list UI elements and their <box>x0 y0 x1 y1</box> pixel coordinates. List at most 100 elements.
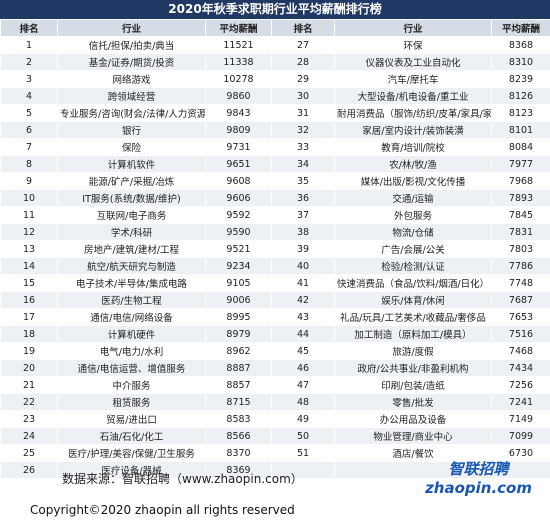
industry-cell: 学术/科研 <box>57 223 206 241</box>
table-row: 6 银行 9809 32 家居/室内设计/装饰装潢 8101 <box>0 121 550 139</box>
salary-cell: 9860 <box>205 87 272 105</box>
rank-cell: 42 <box>271 291 335 309</box>
rank-cell: 2 <box>0 53 58 71</box>
title: 2020年秋季求职期行业平均薪酬排行榜 <box>0 0 550 19</box>
header-row: 排名 行业 平均薪酬 排名 行业 平均薪酬 <box>0 19 550 37</box>
table-row: 3 网络游戏 10278 29 汽车/摩托车 8239 <box>0 70 550 88</box>
industry-cell: 通信/电信/网络设备 <box>57 308 206 326</box>
rank-cell: 48 <box>271 393 335 411</box>
industry-cell: 农/林/牧/渔 <box>334 155 492 173</box>
industry-cell: 网络游戏 <box>57 70 206 88</box>
logo-domain: zhaopin.com <box>425 479 532 497</box>
industry-cell: 大型设备/机电设备/重工业 <box>334 87 492 105</box>
salary-cell: 8084 <box>491 138 550 156</box>
industry-cell: 计算机软件 <box>57 155 206 173</box>
rank-cell: 22 <box>0 393 58 411</box>
table-row: 14 航空/航天研究与制造 9234 40 检验/检测/认证 7786 <box>0 257 550 275</box>
rank-cell: 7 <box>0 138 58 156</box>
rank-cell: 33 <box>271 138 335 156</box>
industry-cell: 办公用品及设备 <box>334 410 492 428</box>
rank-cell: 12 <box>0 223 58 241</box>
salary-cell: 9731 <box>205 138 272 156</box>
rank-cell: 44 <box>271 325 335 343</box>
rank-cell: 16 <box>0 291 58 309</box>
table-row: 2 基金/证券/期货/投资 11338 28 仪器仪表及工业自动化 8310 <box>0 53 550 71</box>
industry-cell: 广告/会展/公关 <box>334 240 492 258</box>
salary-cell: 8310 <box>491 53 550 71</box>
salary-cell: 8126 <box>491 87 550 105</box>
header-cell: 平均薪酬 <box>491 19 550 37</box>
salary-cell: 7099 <box>491 427 550 445</box>
rank-cell: 6 <box>0 121 58 139</box>
rank-cell: 19 <box>0 342 58 360</box>
industry-cell: 汽车/摩托车 <box>334 70 492 88</box>
salary-cell: 9608 <box>205 172 272 190</box>
table-row: 9 能源/矿产/采掘/冶炼 9608 35 媒体/出版/影视/文化传播 7968 <box>0 172 550 190</box>
rank-cell: 46 <box>271 359 335 377</box>
salary-cell: 8101 <box>491 121 550 139</box>
salary-cell: 8566 <box>205 427 272 445</box>
salary-cell: 7434 <box>491 359 550 377</box>
rank-cell: 29 <box>271 70 335 88</box>
rank-cell: 17 <box>0 308 58 326</box>
salary-cell: 9521 <box>205 240 272 258</box>
rank-cell: 40 <box>271 257 335 275</box>
salary-cell <box>491 461 550 479</box>
industry-cell: 保险 <box>57 138 206 156</box>
salary-cell: 7803 <box>491 240 550 258</box>
industry-cell: 零售/批发 <box>334 393 492 411</box>
rank-cell: 10 <box>0 189 58 207</box>
industry-cell: 计算机硬件 <box>57 325 206 343</box>
industry-cell: 中介服务 <box>57 376 206 394</box>
industry-cell: IT服务(系统/数据/维护) <box>57 189 206 207</box>
table-row: 18 计算机硬件 8979 44 加工制造（原料加工/模具） 7516 <box>0 325 550 343</box>
rank-cell: 8 <box>0 155 58 173</box>
table-row: 25 医疗/护理/美容/保健/卫生服务 8370 51 酒店/餐饮 6730 <box>0 444 550 462</box>
rank-cell: 31 <box>271 104 335 122</box>
rank-cell: 41 <box>271 274 335 292</box>
table-row: 19 电气/电力/水利 8962 45 旅游/度假 7468 <box>0 342 550 360</box>
industry-cell: 租赁服务 <box>57 393 206 411</box>
industry-cell: 电子技术/半导体/集成电路 <box>57 274 206 292</box>
industry-cell: 医疗设备/器械 <box>57 461 206 479</box>
rank-cell: 34 <box>271 155 335 173</box>
salary-cell: 8368 <box>491 36 550 54</box>
industry-cell: 银行 <box>57 121 206 139</box>
salary-cell: 8583 <box>205 410 272 428</box>
rank-cell: 14 <box>0 257 58 275</box>
rank-cell: 36 <box>271 189 335 207</box>
industry-cell: 媒体/出版/影视/文化传播 <box>334 172 492 190</box>
rank-cell: 13 <box>0 240 58 258</box>
industry-cell: 医药/生物工程 <box>57 291 206 309</box>
industry-cell: 政府/公共事业/非盈利机构 <box>334 359 492 377</box>
industry-cell: 仪器仪表及工业自动化 <box>334 53 492 71</box>
salary-cell: 9809 <box>205 121 272 139</box>
industry-cell: 专业服务/咨询(财会/法律/人力资源等) <box>57 104 206 122</box>
salary-cell: 7893 <box>491 189 550 207</box>
salary-cell: 7241 <box>491 393 550 411</box>
salary-cell: 9606 <box>205 189 272 207</box>
industry-cell: 物业管理/商业中心 <box>334 427 492 445</box>
rank-cell: 49 <box>271 410 335 428</box>
salary-cell: 9590 <box>205 223 272 241</box>
salary-cell: 9843 <box>205 104 272 122</box>
salary-cell: 7468 <box>491 342 550 360</box>
table-row: 11 互联网/电子商务 9592 37 外包服务 7845 <box>0 206 550 224</box>
salary-cell: 7831 <box>491 223 550 241</box>
salary-cell: 7845 <box>491 206 550 224</box>
table-row: 22 租赁服务 8715 48 零售/批发 7241 <box>0 393 550 411</box>
rank-cell: 3 <box>0 70 58 88</box>
rank-cell: 45 <box>271 342 335 360</box>
industry-cell: 交通/运输 <box>334 189 492 207</box>
rank-cell: 25 <box>0 444 58 462</box>
salary-cell: 9651 <box>205 155 272 173</box>
industry-cell: 基金/证券/期货/投资 <box>57 53 206 71</box>
salary-table: 排名 行业 平均薪酬 排名 行业 平均薪酬 1 信托/担保/拍卖/典当 11521 27 环保 83… <box>0 19 550 479</box>
industry-cell: 能源/矿产/采掘/冶炼 <box>57 172 206 190</box>
table-row: 10 IT服务(系统/数据/维护) 9606 36 交通/运输 7893 <box>0 189 550 207</box>
salary-cell: 7149 <box>491 410 550 428</box>
industry-cell: 印刷/包装/造纸 <box>334 376 492 394</box>
industry-cell: 医疗/护理/美容/保健/卫生服务 <box>57 444 206 462</box>
industry-cell: 石油/石化/化工 <box>57 427 206 445</box>
rank-cell: 18 <box>0 325 58 343</box>
